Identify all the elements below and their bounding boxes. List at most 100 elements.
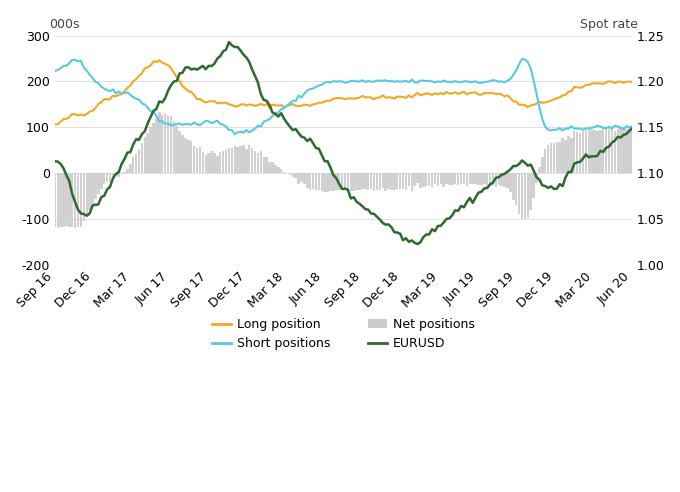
Bar [120,173,123,174]
Bar [503,173,506,187]
Bar [184,138,186,173]
Bar [95,173,97,199]
Bar [431,173,433,186]
Bar [454,173,456,184]
Bar [146,133,149,173]
Bar [54,173,56,227]
Bar [532,173,535,198]
Bar [335,173,337,190]
Bar [608,127,610,173]
Bar [312,173,314,189]
Bar [254,151,256,173]
Bar [242,145,245,173]
Bar [309,173,311,190]
Bar [530,173,532,210]
Bar [150,127,152,173]
Bar [373,173,375,191]
Bar [494,173,497,186]
Bar [358,173,361,189]
Bar [161,115,163,173]
Bar [269,162,271,173]
Bar [625,129,628,173]
Bar [350,173,352,191]
Bar [126,169,129,173]
Bar [80,173,82,227]
Bar [173,121,175,173]
Bar [399,173,401,188]
Legend: Long position, Short positions, Net positions, EURUSD: Long position, Short positions, Net posi… [207,313,480,355]
Bar [326,173,329,192]
Bar [257,153,259,173]
Bar [611,126,613,173]
Bar [428,173,430,186]
Bar [135,154,137,173]
Bar [596,131,598,173]
Bar [329,173,332,191]
Bar [265,157,268,173]
Bar [251,148,254,173]
Text: Spot rate: Spot rate [580,18,638,31]
Bar [379,173,381,190]
Bar [567,136,570,173]
Bar [164,113,167,173]
Bar [443,173,445,187]
Text: 000s: 000s [49,18,80,31]
Bar [460,173,462,184]
Bar [193,146,195,173]
Bar [88,173,91,210]
Bar [190,141,192,173]
Bar [341,173,343,190]
Bar [187,140,190,173]
Bar [471,173,474,184]
Bar [271,162,274,173]
Bar [178,131,181,173]
Bar [100,173,103,188]
Bar [437,173,439,186]
Bar [463,173,465,184]
Bar [86,173,88,216]
Bar [71,173,73,227]
Bar [297,173,300,184]
Bar [59,173,62,227]
Bar [585,130,587,173]
Bar [590,129,593,173]
Bar [492,173,494,186]
Bar [207,154,210,173]
Bar [617,129,619,173]
Bar [170,116,172,173]
Bar [318,173,320,190]
Bar [512,173,515,200]
Bar [556,142,558,173]
Bar [451,173,454,185]
Bar [521,173,523,219]
Bar [541,157,543,173]
Bar [303,173,305,184]
Bar [558,142,561,173]
Bar [376,173,378,190]
Bar [228,148,231,173]
Bar [579,133,581,173]
Bar [68,173,71,227]
Bar [439,173,442,184]
Bar [301,173,303,182]
Bar [356,173,358,190]
Bar [167,115,169,173]
Bar [550,143,552,173]
Bar [138,150,140,173]
Bar [480,173,483,185]
Bar [158,112,160,173]
Bar [141,143,143,173]
Bar [388,173,390,189]
Bar [469,173,471,184]
Bar [381,173,384,188]
Bar [237,147,239,173]
Bar [445,173,448,184]
Bar [628,127,630,173]
Bar [564,140,566,173]
Bar [518,173,520,214]
Bar [338,173,341,190]
Bar [515,173,517,205]
Bar [422,173,424,187]
Bar [361,173,364,189]
Bar [152,123,155,173]
